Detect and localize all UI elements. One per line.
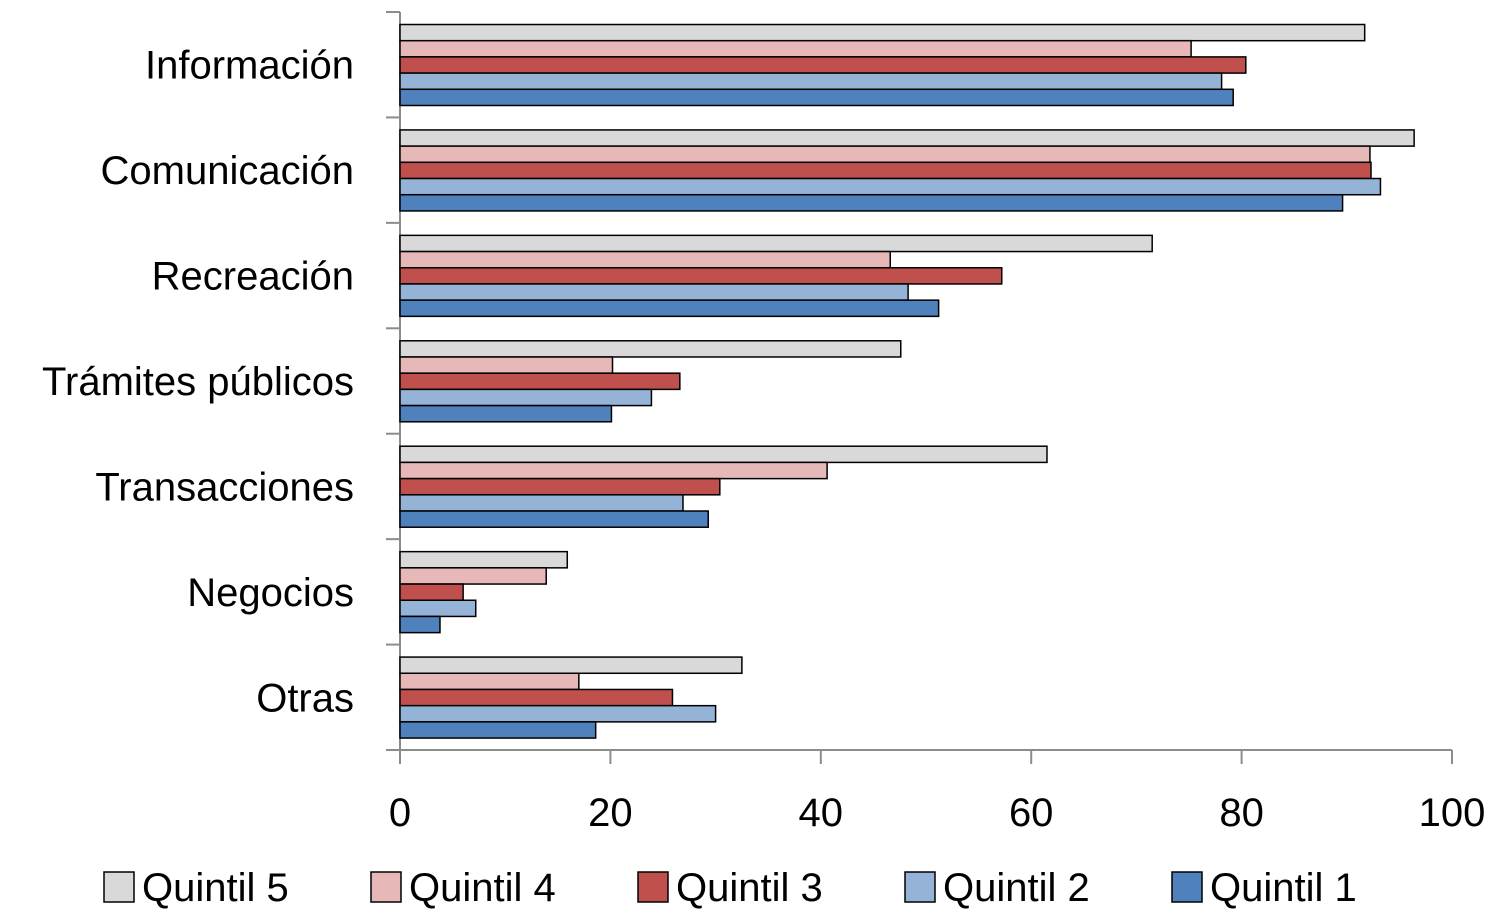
legend-label-quintil-5: Quintil 5 [142,866,289,910]
bar-quintil-4-recreacion [399,250,891,269]
bar-quintil-3-comunicacion [399,161,1372,180]
bar-quintil-5-tramites-publicos [399,340,902,358]
legend-label-quintil-2: Quintil 2 [943,866,1090,910]
bar-quintil-1-tramites-publicos [399,404,613,423]
bar-quintil-5-transacciones [399,445,1048,464]
bar-quintil-2-recreacion [399,283,909,301]
bar-quintil-5-recreacion [399,234,1153,253]
bar-quintil-1-negocios [399,615,441,634]
bar-quintil-5-negocios [399,550,569,569]
bar-quintil-1-informacion [399,88,1234,107]
legend-swatch-quintil-1 [1171,871,1203,903]
bar-quintil-5-otras [399,656,743,675]
bar-quintil-2-informacion [399,72,1223,91]
bar-quintil-4-informacion [399,39,1192,58]
bar-quintil-4-transacciones [399,461,828,480]
bar-quintil-1-otras [399,721,597,739]
legend-label-quintil-1: Quintil 1 [1210,866,1357,910]
category-label-comunicacion: Comunicación [101,149,354,193]
bar-quintil-4-negocios [399,567,547,585]
category-label-otras: Otras [256,676,354,720]
x-tick-label: 100 [1419,791,1486,835]
legend-swatch-quintil-3 [637,871,669,903]
bar-quintil-3-transacciones [399,477,721,496]
category-label-recreacion: Recreación [152,255,354,299]
bar-quintil-3-informacion [399,56,1247,74]
bar-quintil-4-otras [399,672,580,691]
bar-quintil-1-recreacion [399,299,940,318]
bar-quintil-2-tramites-publicos [399,388,653,407]
x-tick-label: 20 [588,791,633,835]
category-label-tramites-publicos: Trámites públicos [42,360,354,404]
bar-quintil-3-tramites-publicos [399,372,681,391]
bar-quintil-4-comunicacion [399,145,1371,164]
bar-quintil-2-otras [399,704,717,723]
bar-quintil-4-tramites-publicos [399,356,614,374]
legend-swatch-quintil-4 [370,871,402,903]
x-tick-label: 40 [799,791,844,835]
x-tick-label: 80 [1219,791,1264,835]
bar-quintil-2-comunicacion [399,177,1382,196]
legend-label-quintil-3: Quintil 3 [676,866,823,910]
bar-quintil-1-transacciones [399,510,709,528]
bar-quintil-3-otras [399,688,674,707]
category-label-informacion: Información [145,44,354,88]
category-label-negocios: Negocios [187,571,354,615]
legend-label-quintil-4: Quintil 4 [409,866,556,910]
bar-quintil-2-negocios [399,599,477,618]
legend-swatch-quintil-5 [103,871,135,903]
bar-quintil-2-transacciones [399,494,684,512]
bar-quintil-1-comunicacion [399,193,1344,212]
bar-quintil-3-negocios [399,583,464,601]
bar-quintil-5-informacion [399,23,1366,42]
x-tick-label: 60 [1009,791,1054,835]
bar-quintil-3-recreacion [399,267,1003,285]
category-label-transacciones: Transacciones [95,465,354,509]
legend-swatch-quintil-2 [904,871,936,903]
bar-quintil-5-comunicacion [399,129,1415,147]
x-tick-label: 0 [389,791,411,835]
